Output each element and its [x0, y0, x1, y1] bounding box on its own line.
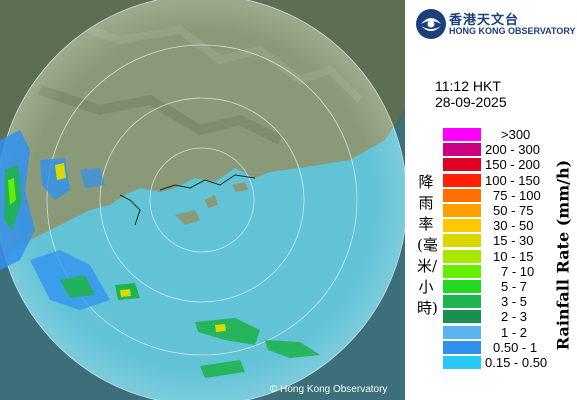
legend-label: 0.15 - 0.50	[485, 355, 548, 370]
legend-panel: 香港天文台 HONG KONG OBSERVATORY 11:12 HKT 28…	[405, 0, 577, 400]
legend-label: 200 - 300	[485, 142, 540, 158]
legend-label: 75 - 100	[493, 187, 541, 203]
legend-label: 3 - 5	[501, 294, 528, 310]
legend-swatch	[443, 234, 481, 248]
legend-title-english: Rainfall Rate (mm/h)	[553, 159, 573, 351]
legend-swatch	[443, 295, 481, 309]
observation-date: 28-09-2025	[435, 94, 507, 110]
islands	[175, 182, 248, 225]
legend-swatch	[443, 128, 481, 141]
legend-swatch	[443, 158, 481, 172]
legend-label: >300	[501, 127, 531, 142]
hko-logo: 香港天文台 HONG KONG OBSERVATORY	[415, 8, 576, 40]
rain-echoes	[0, 130, 320, 378]
legend-label: 30 - 50	[493, 218, 534, 234]
legend-label: 7 - 10	[501, 263, 535, 279]
legend-swatch	[443, 264, 481, 278]
legend-label: 150 - 200	[485, 157, 540, 173]
legend-label: 15 - 30	[493, 233, 534, 249]
observation-time: 11:12 HKT	[435, 78, 501, 94]
legend-title-chinese: 降雨率(毫米/小時)	[417, 173, 438, 317]
copyright-credit: © Hong Kong Observatory	[270, 384, 388, 395]
hko-emblem-icon	[416, 9, 446, 39]
legend-label: 100 - 150	[485, 172, 540, 188]
legend-swatch	[443, 173, 481, 187]
range-rings	[0, 0, 405, 400]
coastline	[119, 174, 256, 226]
logo-english-text: HONG KONG OBSERVATORY	[449, 26, 576, 36]
legend-label: 10 - 15	[493, 248, 534, 264]
legend-swatch	[443, 188, 481, 202]
legend-swatch	[443, 356, 481, 369]
legend-swatch	[443, 249, 481, 263]
legend-swatch	[443, 340, 481, 354]
legend-label: 50 - 75	[493, 203, 534, 218]
logo-chinese-text: 香港天文台	[449, 13, 520, 28]
legend-swatch	[443, 219, 481, 233]
legend-swatch	[443, 204, 481, 217]
legend-swatch	[443, 310, 481, 324]
radar-map	[0, 0, 405, 400]
legend-label: 2 - 3	[501, 309, 528, 325]
legend-label: 5 - 7	[501, 279, 528, 294]
legend-swatch	[443, 280, 481, 293]
legend-swatch	[443, 143, 481, 157]
legend-label: 1 - 2	[501, 324, 528, 340]
legend-label: 0.50 - 1	[493, 339, 538, 355]
legend-swatch	[443, 325, 481, 339]
